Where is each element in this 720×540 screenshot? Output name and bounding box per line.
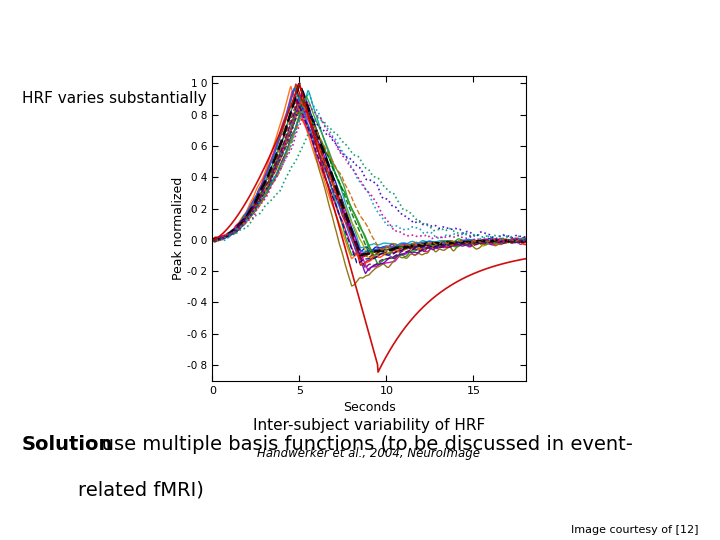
Y-axis label: Peak normalized: Peak normalized xyxy=(171,177,184,280)
X-axis label: Seconds: Seconds xyxy=(343,401,395,414)
Text: : use multiple basis functions (to be discussed in event-: : use multiple basis functions (to be di… xyxy=(89,435,632,454)
Text: Handwerker et al., 2004, NeuroImage: Handwerker et al., 2004, NeuroImage xyxy=(258,447,480,460)
Text: Variability of HRF: Variability of HRF xyxy=(12,17,287,45)
Text: ⛪ UCL: ⛪ UCL xyxy=(624,19,702,43)
Text: related fMRI): related fMRI) xyxy=(53,480,204,500)
Text: Image courtesy of [12]: Image courtesy of [12] xyxy=(571,525,698,535)
Text: Solution: Solution xyxy=(22,435,113,454)
Text: Inter-subject variability of HRF: Inter-subject variability of HRF xyxy=(253,418,485,433)
Text: HRF varies substantially across voxels and subjects: HRF varies substantially across voxels a… xyxy=(22,91,415,106)
